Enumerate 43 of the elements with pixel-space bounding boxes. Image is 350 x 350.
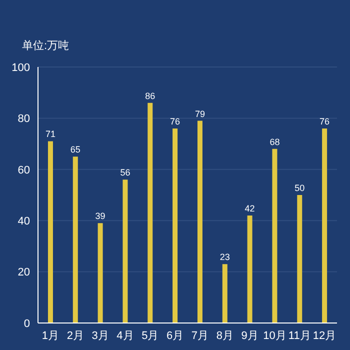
data-label: 76 <box>170 116 180 126</box>
y-axis-title: 单位:万吨 <box>22 39 70 53</box>
data-label: 71 <box>45 129 56 140</box>
y-tick-label: 80 <box>18 113 30 126</box>
x-tick-label: 11月 <box>288 330 311 342</box>
x-tick-label: 4月 <box>116 330 134 342</box>
y-tick-label: 100 <box>12 62 30 74</box>
x-tick-label: 9月 <box>241 330 258 342</box>
bar <box>148 102 153 323</box>
data-label: 56 <box>120 168 130 178</box>
x-tick-label: 8月 <box>216 330 234 342</box>
x-tick-label: 10月 <box>263 330 286 342</box>
x-tick-label: 2月 <box>66 330 84 342</box>
bar <box>122 180 128 323</box>
data-label: 86 <box>145 90 156 101</box>
bar <box>48 141 53 323</box>
bar <box>98 223 103 323</box>
data-label: 79 <box>194 108 205 119</box>
y-tick-label: 0 <box>24 318 30 330</box>
x-tick-label: 5月 <box>142 330 159 342</box>
data-label: 39 <box>95 211 106 222</box>
data-label: 42 <box>244 203 255 214</box>
y-tick-label: 20 <box>18 266 30 279</box>
bar <box>72 156 78 323</box>
y-tick-label: 40 <box>18 216 30 228</box>
x-tick-label: 1月 <box>42 330 60 342</box>
data-label: 23 <box>220 252 230 262</box>
bar <box>322 128 328 323</box>
bar <box>222 264 228 323</box>
bar <box>272 148 278 323</box>
data-label: 68 <box>270 136 280 147</box>
data-label: 76 <box>320 116 330 126</box>
bar <box>197 120 202 323</box>
x-tick-label: 3月 <box>92 330 109 342</box>
x-tick-label: 12月 <box>312 330 336 342</box>
data-label: 65 <box>70 144 80 155</box>
x-tick-label: 7月 <box>191 330 209 342</box>
y-tick-label: 60 <box>18 164 30 176</box>
bar <box>247 215 252 323</box>
bar <box>297 195 302 323</box>
bar <box>172 128 178 323</box>
x-tick-label: 6月 <box>166 330 184 342</box>
data-label: 50 <box>294 183 305 193</box>
